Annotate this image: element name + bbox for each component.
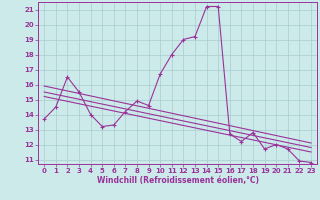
X-axis label: Windchill (Refroidissement éolien,°C): Windchill (Refroidissement éolien,°C) <box>97 176 259 185</box>
